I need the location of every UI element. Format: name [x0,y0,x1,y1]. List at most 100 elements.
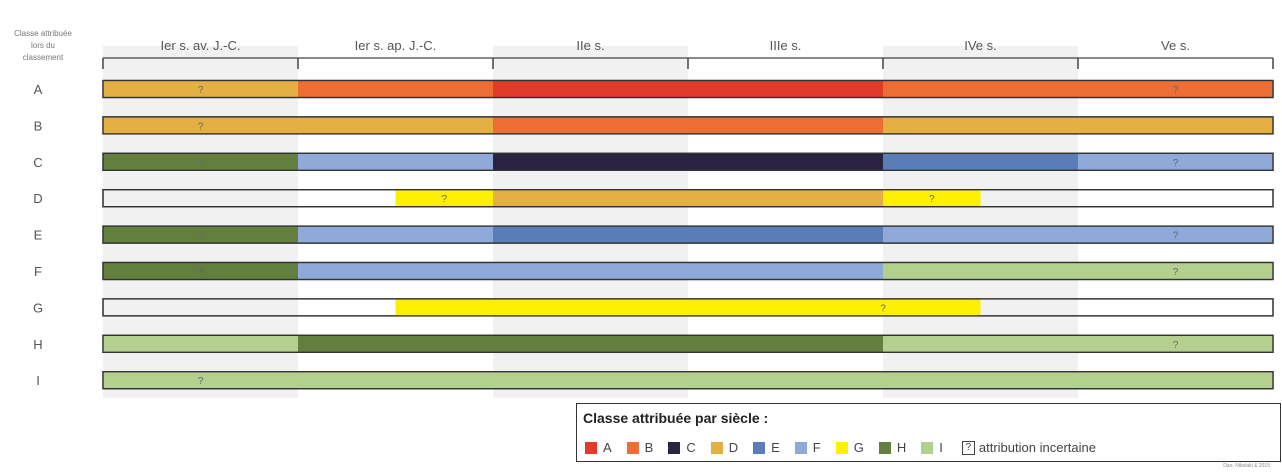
row-label: E [34,228,43,243]
row-border [102,334,1274,353]
legend-swatch [921,441,934,454]
uncertain-marker: ? [1173,85,1179,96]
bar-segment [103,226,298,244]
bar-segment [298,226,493,244]
legend-label: D [728,440,739,455]
legend-item-f: F [794,440,821,455]
row-border [102,188,1274,208]
bar-segment [395,298,981,316]
legend-title: Classe attribuée par siècle : [583,410,769,426]
legend-item-uncertain: ? attribution incertaine [961,440,1096,455]
uncertain-marker: ? [198,121,204,132]
legend-label: E [771,440,780,455]
bar-segment [103,116,493,134]
row-border [102,152,1274,172]
row-border [102,298,1274,317]
bar-segment [395,189,493,207]
legend-swatch [668,441,681,454]
bar-segment [493,189,883,207]
legend-swatch [835,441,848,454]
legend-label: I [939,440,943,455]
uncertain-marker: ? [198,85,204,96]
legend-uncertain-label: attribution incertaine [978,440,1096,455]
uncertain-marker: ? [1173,267,1179,278]
bar-segment [493,116,883,134]
row-label: G [33,300,43,315]
bar-segment [883,335,1273,353]
period-label: Ier s. ap. J.-C. [355,38,437,53]
legend-item-h: H [878,440,907,455]
row-border [102,225,1274,244]
legend-label: G [853,440,864,455]
row-border [102,371,1274,390]
legend-swatch [878,441,891,454]
bar-segment [103,262,298,280]
legend-swatch [753,441,766,454]
legend-swatch [710,441,723,454]
bar-segment [883,226,1273,244]
legend-label: C [686,440,696,455]
uncertain-marker: ? [1173,158,1179,169]
uncertain-marker: ? [198,158,204,169]
legend-item-e: E [753,440,780,455]
uncertain-marker: ? [441,194,447,205]
row-label: I [36,373,40,388]
bar-segment [298,335,883,353]
row-border [102,261,1274,281]
legend-label: F [812,440,821,455]
uncertain-marker-icon: ? [961,440,975,455]
bar-segment [103,80,298,98]
credit-text: Dao, Nikolaki & 2015 [1223,463,1270,469]
row-border [102,79,1274,99]
row-label: B [34,118,43,133]
row-label: C [33,155,42,170]
bar-segment [298,80,493,98]
period-label: Ier s. av. J.-C. [161,38,241,53]
legend-item-b: B [626,440,654,455]
bar-segment [298,262,883,280]
bar-segment [298,153,493,171]
bar-segment [883,116,1273,134]
bar-segment [883,153,1078,171]
bar-segment [883,80,1273,98]
bar-segment [493,226,883,244]
period-label: IIIe s. [770,38,802,53]
legend-label: A [603,440,612,455]
row-border [102,116,1274,135]
bar-segment [493,153,883,171]
row-axis-header: Classe attribuée lors du classement [14,29,72,62]
legend-items: A B C D E F G H I ? attribution incertai… [585,440,1096,455]
legend-item-i: I [921,440,943,455]
uncertain-marker: ? [198,231,204,242]
period-label: Ve s. [1161,38,1190,53]
legend-swatch [585,441,597,454]
uncertain-marker: ? [198,376,204,387]
bar-segment [493,80,883,98]
uncertain-marker: ? [1173,231,1179,242]
uncertain-marker: ? [198,267,204,278]
legend-item-g: G [835,440,864,455]
legend: Classe attribuée par siècle : A B C D E … [576,403,1281,462]
legend-item-d: D [710,440,739,455]
legend-swatch [626,441,639,454]
period-label: IIe s. [576,38,604,53]
legend-label: H [896,440,907,455]
row-label: A [34,82,43,97]
bar-segment [103,153,298,171]
bar-segment [1078,153,1273,171]
legend-swatch [794,441,807,454]
row-label: D [33,191,42,206]
legend-item-c: C [668,440,696,455]
bar-segment [883,262,1273,280]
period-label: IVe s. [964,38,997,53]
row-label: H [33,337,42,352]
uncertain-marker: ? [1173,340,1179,351]
bar-segment [103,335,298,353]
bar-segment [883,189,981,207]
uncertain-marker: ? [929,194,935,205]
bar-segment [103,371,1273,389]
uncertain-marker: ? [880,303,886,314]
legend-label: B [644,440,654,455]
legend-item-a: A [585,440,612,455]
